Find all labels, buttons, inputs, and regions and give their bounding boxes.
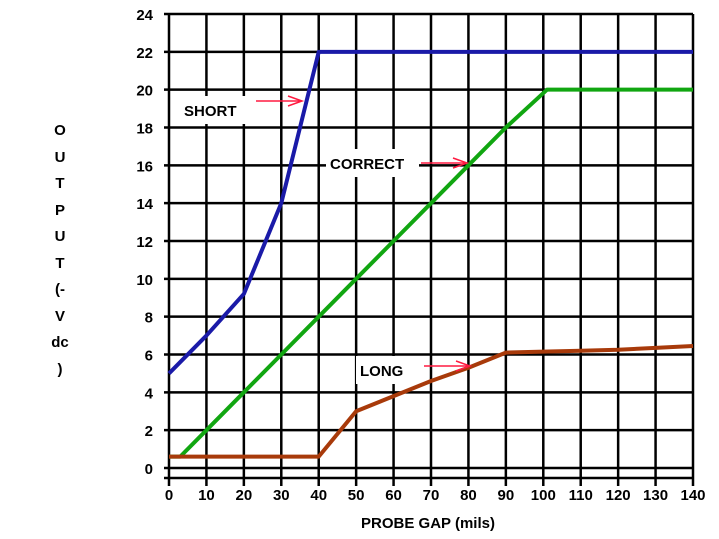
- x-axis-label: PROBE GAP (mils): [361, 515, 495, 532]
- annotation-label: LONG: [360, 363, 403, 380]
- annotation-background: [180, 96, 254, 124]
- y-axis-label-line: U: [54, 148, 66, 166]
- y-axis-label-line: ): [57, 360, 63, 378]
- annotation-label: SHORT: [184, 103, 237, 120]
- x-tick-label: 130: [643, 487, 668, 504]
- arrowhead-icon: [287, 95, 305, 107]
- arrowhead-icon: [452, 157, 470, 169]
- x-tick-label: 100: [531, 487, 556, 504]
- y-tick-label: 20: [136, 83, 153, 100]
- series-line-long: [169, 343, 694, 459]
- x-tick-label: 80: [460, 487, 477, 504]
- y-tick-label: 8: [145, 310, 153, 327]
- annotation-label: CORRECT: [330, 156, 404, 173]
- y-tick-label: 4: [145, 385, 154, 402]
- y-tick-label: 24: [136, 7, 153, 24]
- y-tick-label: 10: [136, 272, 153, 289]
- x-tick-label: 50: [348, 487, 365, 504]
- x-tick-label: 20: [236, 487, 253, 504]
- series-line-short: [167, 49, 693, 375]
- x-tick-label: 70: [423, 487, 440, 504]
- y-axis-label-line: T: [55, 175, 65, 192]
- y-axis-label-line: U: [54, 228, 66, 245]
- annotation-background: [326, 149, 419, 177]
- x-tick-label: 140: [680, 487, 705, 504]
- x-tick-label: 60: [385, 487, 402, 504]
- y-tick-label: 18: [136, 121, 153, 138]
- y-axis-label-line: O: [54, 122, 66, 139]
- series-line-correct: [169, 87, 693, 459]
- y-axis-label-line: P: [54, 201, 65, 219]
- y-axis-label-line: V: [54, 307, 65, 325]
- y-axis-label-line: T: [55, 254, 65, 272]
- x-tick-label: 10: [198, 487, 215, 504]
- y-tick-label: 2: [145, 423, 153, 440]
- x-tick-label: 110: [569, 487, 593, 504]
- y-tick-label: 14: [136, 196, 153, 213]
- x-tick-label: 90: [498, 487, 515, 504]
- x-tick-label: 40: [310, 487, 327, 504]
- y-tick-label: 12: [136, 234, 153, 251]
- y-axis-label-line: (-: [55, 281, 65, 298]
- y-axis-label-line: dc: [51, 334, 69, 351]
- y-tick-label: 0: [145, 461, 153, 478]
- arrowhead-icon: [455, 360, 473, 372]
- x-tick-label: 120: [606, 487, 631, 504]
- y-tick-label: 22: [136, 45, 153, 62]
- annotation-background: [356, 356, 422, 384]
- x-tick-label: 30: [273, 487, 290, 504]
- y-tick-label: 6: [145, 348, 153, 365]
- x-tick-label: 0: [165, 487, 173, 504]
- y-tick-label: 16: [136, 158, 153, 175]
